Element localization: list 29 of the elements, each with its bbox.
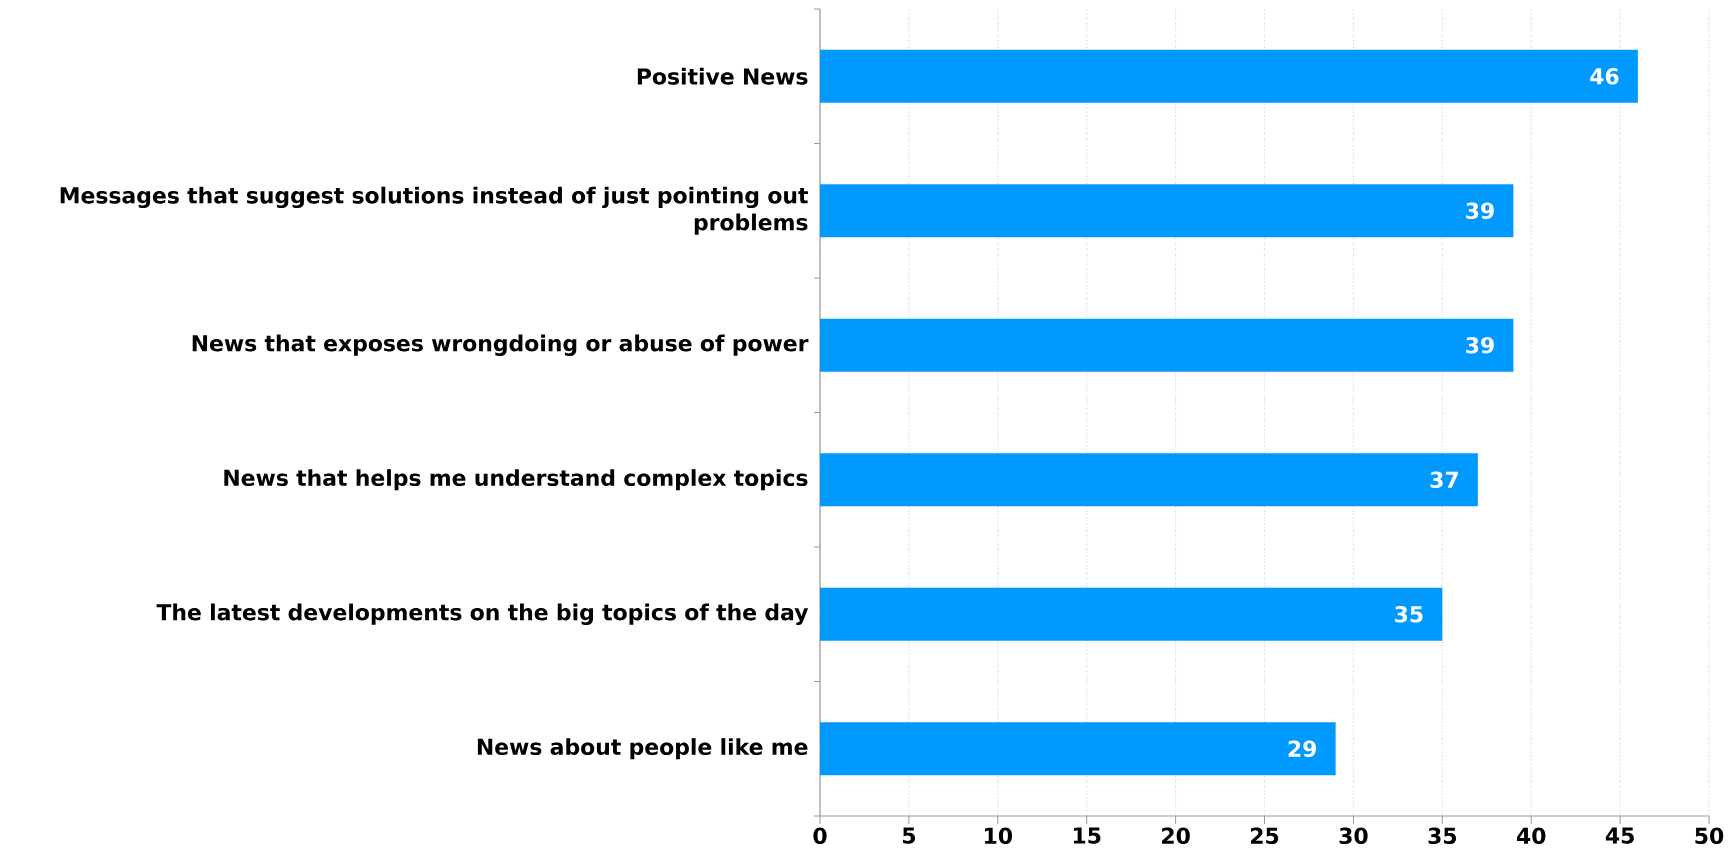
bar <box>820 587 1443 641</box>
x-tick-label: 25 <box>1250 827 1279 845</box>
data-label: 39 <box>1466 202 1494 220</box>
bar <box>820 453 1478 507</box>
x-tick-label: 40 <box>1516 827 1546 845</box>
y-tick-label: Messages that suggest solutions instead of just pointing out problems <box>60 186 808 235</box>
bar <box>820 722 1336 776</box>
data-label: 29 <box>1288 740 1317 758</box>
x-tick-label: 20 <box>1162 827 1190 845</box>
bar <box>820 49 1638 103</box>
x-tick-label: 5 <box>902 827 915 844</box>
data-label: 46 <box>1590 67 1619 85</box>
x-tick-label: 45 <box>1605 827 1634 844</box>
y-tick-label: The latest developments on the big topics of the day <box>156 603 809 625</box>
y-tick-label: News about people like me <box>477 738 808 760</box>
y-tick-label: News that helps me understand complex topics <box>224 469 808 491</box>
data-label: 39 <box>1466 336 1494 354</box>
y-tick-label: News that exposes wrongdoing or abuse of power <box>192 334 809 356</box>
x-tick-label: 30 <box>1339 827 1368 845</box>
x-tick-label: 50 <box>1695 827 1724 845</box>
x-tick-label: 35 <box>1428 827 1457 845</box>
x-tick-label: 15 <box>1073 827 1101 844</box>
data-label: 35 <box>1395 605 1423 623</box>
y-tick-label: Positive News <box>637 67 808 85</box>
bar <box>820 318 1514 372</box>
data-label: 37 <box>1430 471 1458 489</box>
bar <box>820 184 1514 238</box>
x-tick-label: 0 <box>813 827 827 845</box>
x-tick-label: 10 <box>985 827 1013 845</box>
